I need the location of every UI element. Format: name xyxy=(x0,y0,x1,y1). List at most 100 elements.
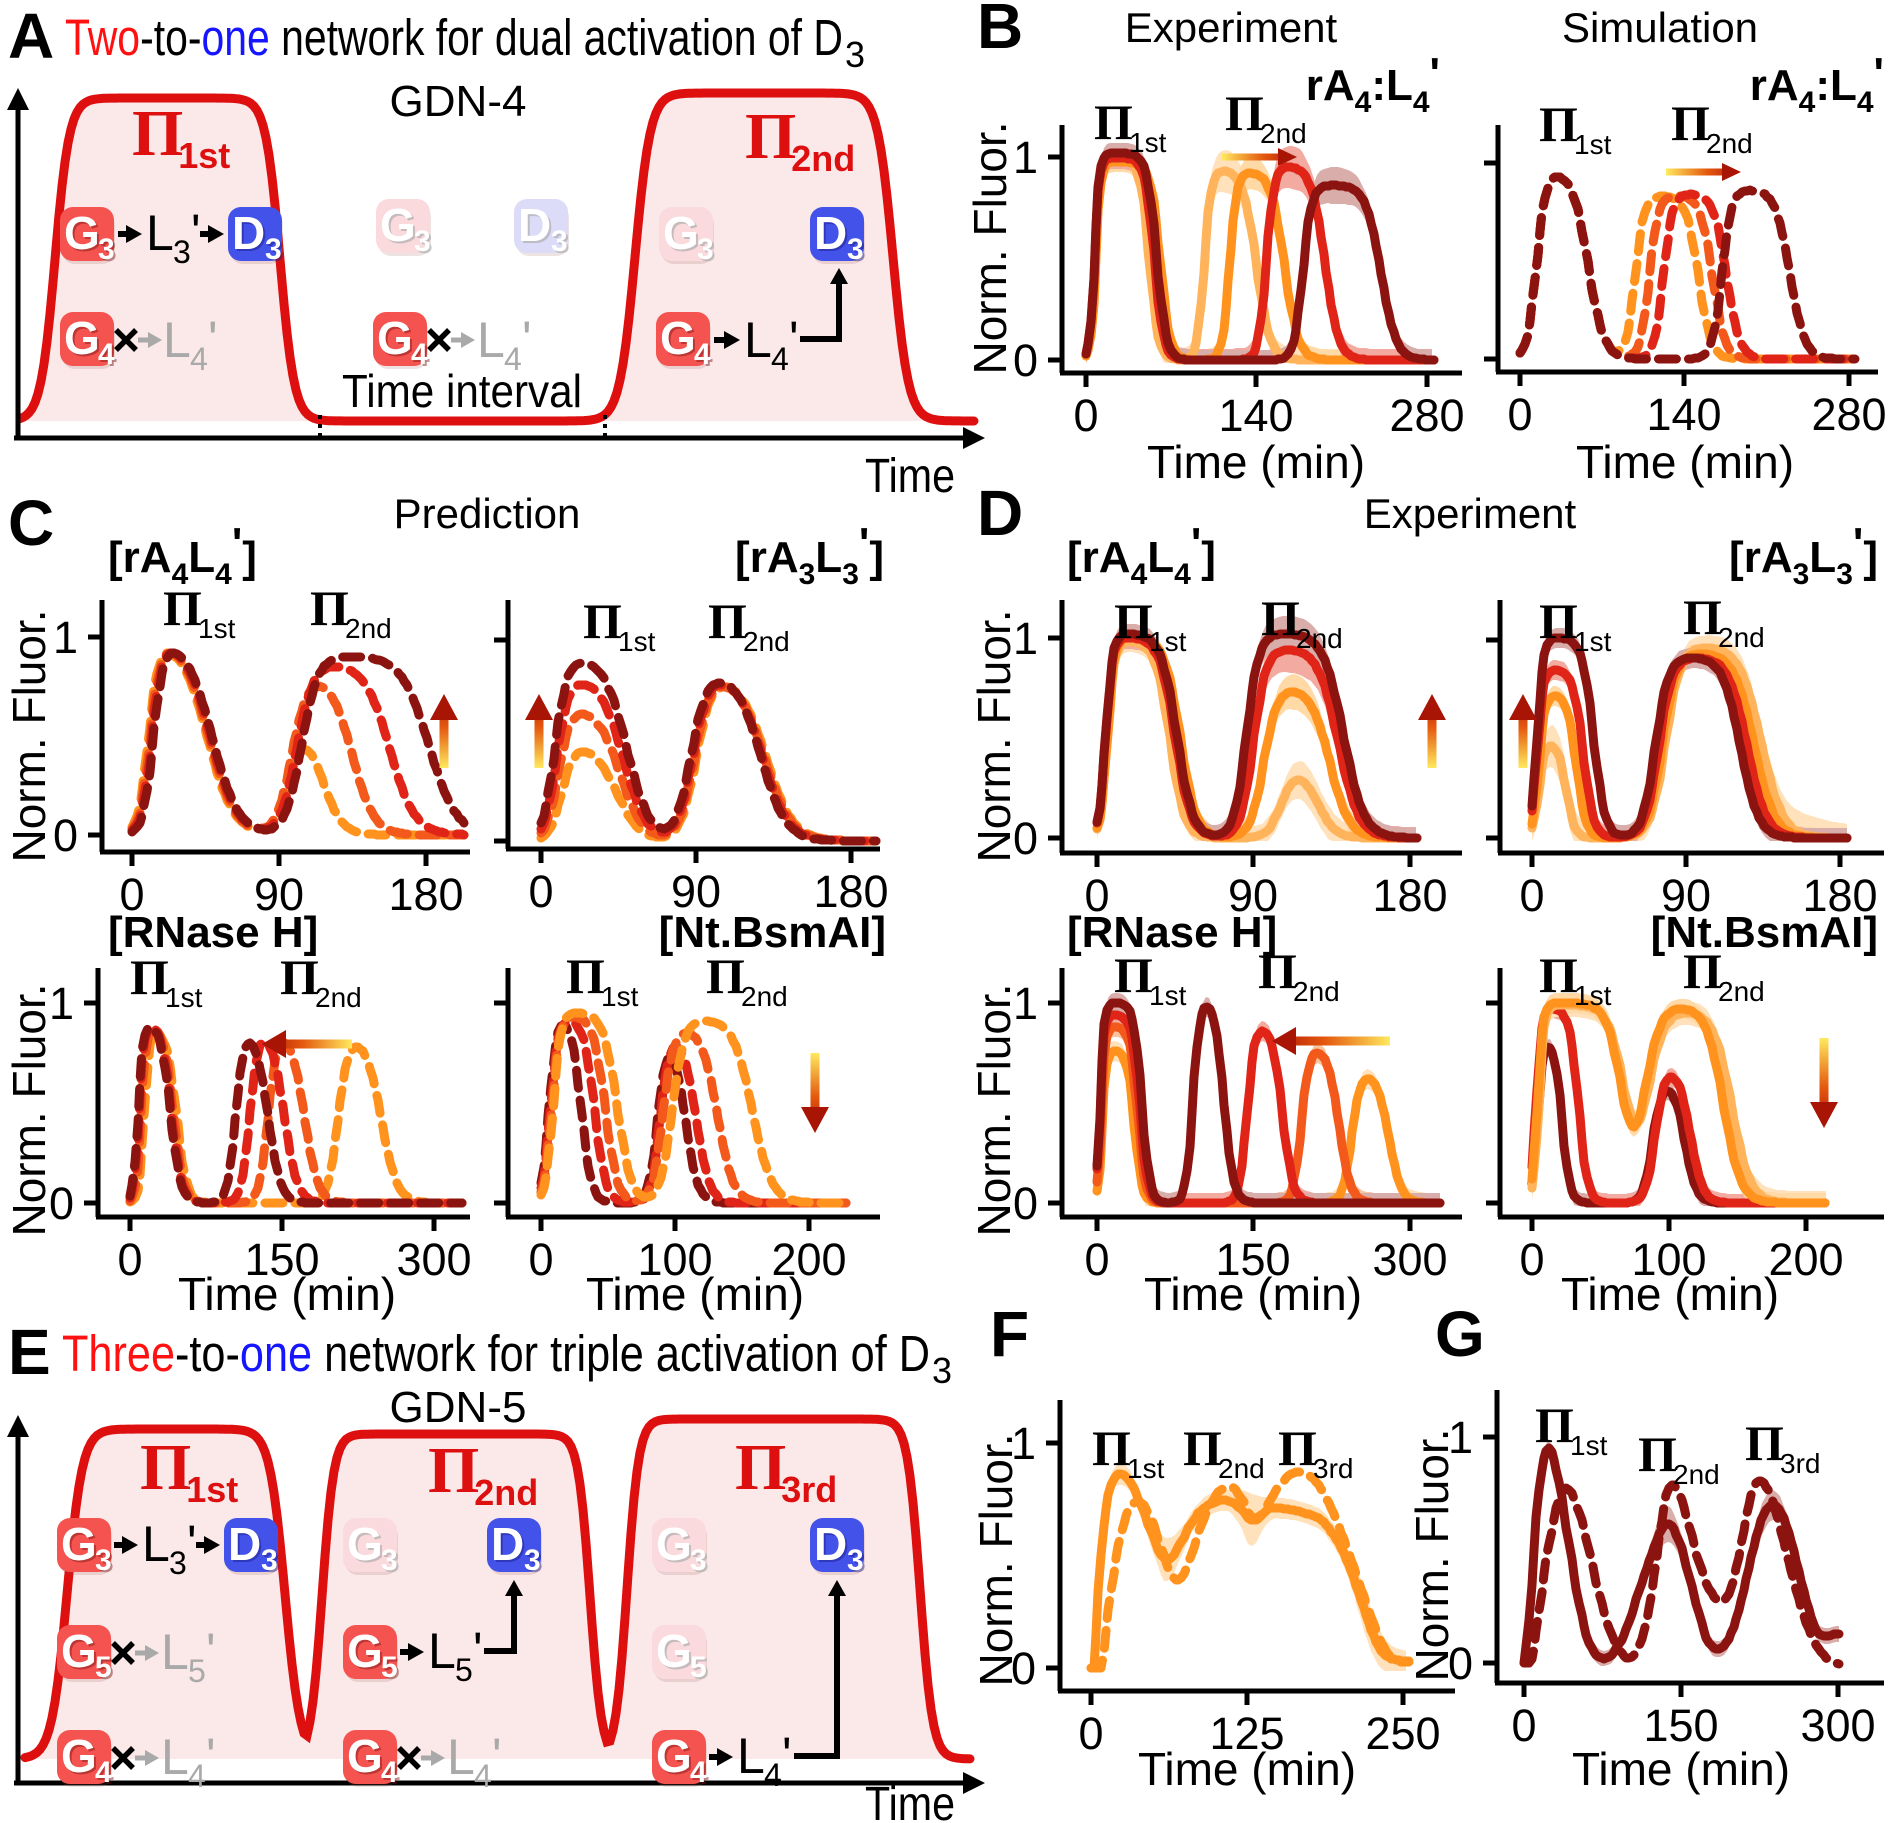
svg-text:D: D xyxy=(520,201,553,253)
svg-text:G: G xyxy=(66,314,102,366)
svg-text:G: G xyxy=(347,1518,383,1570)
svg-text:Π: Π xyxy=(140,1431,191,1504)
svg-text:90: 90 xyxy=(254,869,304,920)
svg-text:Π: Π xyxy=(1225,85,1264,141)
svg-text:2nd: 2nd xyxy=(743,626,790,657)
svg-text:180: 180 xyxy=(1802,870,1877,921)
svg-text:150: 150 xyxy=(244,1234,319,1285)
svg-text:Π: Π xyxy=(1114,593,1153,649)
svg-text:Π: Π xyxy=(745,100,796,173)
svg-text:G: G xyxy=(61,1518,97,1570)
svg-text:G: G xyxy=(658,1627,694,1679)
svg-text:A: A xyxy=(8,0,54,72)
svg-text:2nd: 2nd xyxy=(1293,976,1340,1007)
svg-text:2nd: 2nd xyxy=(791,138,855,179)
svg-text:2nd: 2nd xyxy=(345,613,392,644)
svg-text:3: 3 xyxy=(383,1546,400,1579)
svg-text:4: 4 xyxy=(190,341,208,377)
svg-text:0: 0 xyxy=(1084,870,1109,921)
svg-text:90: 90 xyxy=(671,866,721,917)
svg-text:G: G xyxy=(656,1518,692,1570)
svg-text:Norm. Fluor.: Norm. Fluor. xyxy=(964,121,1016,374)
svg-text:0: 0 xyxy=(1448,1638,1473,1689)
svg-text:3: 3 xyxy=(526,1546,543,1579)
svg-text:D: D xyxy=(228,1518,261,1570)
svg-text:Π: Π xyxy=(1114,947,1153,1003)
svg-text:3: 3 xyxy=(692,1546,709,1579)
svg-text:': ' xyxy=(187,1515,197,1571)
svg-text:[RNase H]: [RNase H] xyxy=(1067,908,1277,957)
svg-text:1st: 1st xyxy=(178,135,230,176)
svg-text:5: 5 xyxy=(95,1651,112,1684)
svg-text:Π: Π xyxy=(1539,947,1578,1003)
svg-text:100: 100 xyxy=(1631,1234,1706,1285)
svg-text:1st: 1st xyxy=(1149,980,1187,1011)
svg-text:Experiment: Experiment xyxy=(1125,4,1338,51)
svg-text:[Nt.BsmAI]: [Nt.BsmAI] xyxy=(1651,908,1878,957)
svg-text:L: L xyxy=(447,1729,475,1785)
svg-text:2nd: 2nd xyxy=(1296,623,1343,654)
svg-text:G: G xyxy=(656,1625,692,1677)
svg-text:1st: 1st xyxy=(165,982,203,1013)
svg-text:3: 3 xyxy=(690,1544,707,1577)
svg-text:Norm. Fluor.: Norm. Fluor. xyxy=(3,983,55,1236)
svg-text:E: E xyxy=(8,1316,51,1388)
svg-text:0: 0 xyxy=(528,1234,553,1285)
svg-text:1st: 1st xyxy=(618,626,656,657)
svg-text:3: 3 xyxy=(261,1544,278,1577)
svg-text:D: D xyxy=(518,199,551,251)
svg-text:2nd: 2nd xyxy=(474,1472,538,1513)
svg-text:3rd: 3rd xyxy=(1313,1453,1353,1484)
svg-text:G: G xyxy=(349,1732,385,1784)
svg-text:Experiment: Experiment xyxy=(1364,490,1577,537)
svg-text:3: 3 xyxy=(267,235,284,268)
svg-text:5: 5 xyxy=(383,1653,400,1686)
svg-text:0: 0 xyxy=(1507,389,1532,440)
svg-text:G: G xyxy=(64,312,100,364)
svg-text:5: 5 xyxy=(381,1651,398,1684)
svg-text:Π: Π xyxy=(1092,1420,1131,1476)
svg-text:0: 0 xyxy=(1011,1643,1036,1694)
svg-text:': ' xyxy=(782,1727,792,1783)
svg-text:Norm. Fluor.: Norm. Fluor. xyxy=(968,609,1020,862)
svg-text:90: 90 xyxy=(1228,870,1278,921)
svg-text:4: 4 xyxy=(98,338,115,371)
svg-text:G: G xyxy=(662,314,698,366)
svg-text:180: 180 xyxy=(1372,870,1447,921)
svg-text:300: 300 xyxy=(396,1234,471,1285)
svg-text:L: L xyxy=(477,312,505,368)
svg-text:3: 3 xyxy=(551,225,568,258)
svg-text:3: 3 xyxy=(847,1544,864,1577)
svg-text:Π: Π xyxy=(1183,1420,1222,1476)
svg-text:4: 4 xyxy=(694,338,711,371)
svg-text:': ' xyxy=(208,311,218,367)
svg-text:3: 3 xyxy=(524,1544,541,1577)
svg-text:Π: Π xyxy=(1539,593,1578,649)
svg-text:180: 180 xyxy=(388,869,463,920)
svg-text:Π: Π xyxy=(735,1431,786,1504)
svg-text:3: 3 xyxy=(697,233,714,266)
svg-text:Time (min): Time (min) xyxy=(1144,1268,1362,1320)
svg-text:Π: Π xyxy=(566,948,605,1004)
svg-text:2nd: 2nd xyxy=(1260,118,1307,149)
svg-text:Π: Π xyxy=(310,580,349,636)
svg-text:G: G xyxy=(64,207,100,259)
svg-text:G: G xyxy=(665,209,701,261)
svg-text:3: 3 xyxy=(416,227,433,260)
svg-text:L: L xyxy=(161,1624,189,1680)
svg-text:G: G xyxy=(349,1627,385,1679)
svg-text:0: 0 xyxy=(1013,335,1038,386)
svg-text:G: G xyxy=(63,1520,99,1572)
svg-text:': ' xyxy=(206,1728,216,1784)
svg-text:250: 250 xyxy=(1365,1708,1440,1759)
svg-text:1st: 1st xyxy=(1570,1430,1608,1461)
svg-text:Π: Π xyxy=(1094,94,1133,150)
svg-text:1st: 1st xyxy=(1574,980,1612,1011)
svg-text:3: 3 xyxy=(849,235,866,268)
svg-text:1: 1 xyxy=(1011,1418,1036,1469)
svg-text:Time interval: Time interval xyxy=(342,365,582,417)
svg-text:L: L xyxy=(161,1729,189,1785)
svg-text:1st: 1st xyxy=(1129,127,1167,158)
svg-text:1st: 1st xyxy=(1127,1453,1165,1484)
svg-text:4: 4 xyxy=(413,340,430,373)
